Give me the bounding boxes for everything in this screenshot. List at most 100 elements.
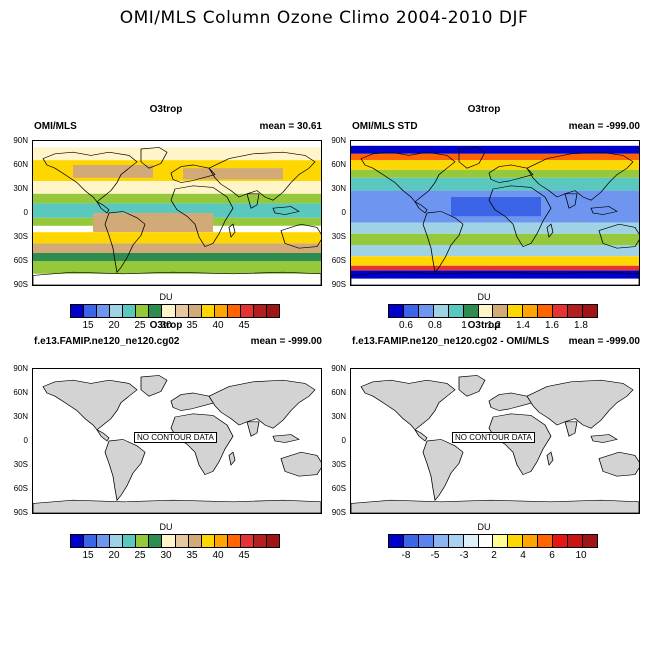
colorbar-swatch bbox=[389, 535, 404, 547]
panel-left-label: f.e13.FAMIP.ne120_ne120.cg02 - OMI/MLS bbox=[352, 336, 550, 347]
panel-title: O3trop bbox=[467, 320, 501, 331]
colorbar-tick-label: 20 bbox=[108, 550, 120, 561]
colorbar-swatch bbox=[478, 535, 494, 547]
colorbar bbox=[70, 304, 280, 318]
panel-omi-mls-std: O3trop OMI/MLS STD mean = -999.00 90N 60… bbox=[322, 104, 646, 344]
no-contour-data-label: NO CONTOUR DATA bbox=[134, 432, 217, 443]
lat-label: 60N bbox=[331, 388, 346, 397]
colorbar-title: DU bbox=[477, 292, 491, 302]
panel-title: O3trop bbox=[149, 104, 183, 115]
panel-title: O3trop bbox=[149, 320, 183, 331]
colorbar bbox=[388, 304, 598, 318]
lat-label: 30N bbox=[331, 412, 346, 421]
colorbar-swatch bbox=[253, 535, 267, 547]
colorbar-swatch bbox=[162, 305, 176, 317]
colorbar-swatch bbox=[582, 305, 597, 317]
lat-label: 30N bbox=[13, 184, 28, 193]
colorbar-swatch bbox=[71, 535, 85, 547]
figure-title: OMI/MLS Column Ozone Climo 2004-2010 DJF bbox=[119, 8, 529, 28]
lat-label: 90N bbox=[13, 364, 28, 373]
colorbar-tick-label: -3 bbox=[459, 550, 469, 561]
lat-label: 90S bbox=[13, 508, 28, 517]
colorbar-tick-label: 1.4 bbox=[516, 320, 530, 331]
colorbar-swatch bbox=[123, 305, 137, 317]
panel-omi-mls: O3trop OMI/MLS mean = 30.61 90N 60N 30N … bbox=[4, 104, 328, 344]
colorbar-tick-label: 1 bbox=[461, 320, 467, 331]
colorbar-swatch bbox=[568, 535, 583, 547]
colorbar-swatch bbox=[201, 535, 215, 547]
colorbar-tick-label: 20 bbox=[108, 320, 120, 331]
colorbar-swatch bbox=[240, 305, 254, 317]
colorbar-tick-label: 30 bbox=[160, 320, 172, 331]
colorbar-swatch bbox=[448, 305, 464, 317]
colorbar-swatch bbox=[553, 305, 569, 317]
lat-label: 60S bbox=[13, 256, 28, 265]
lat-label: 30N bbox=[331, 184, 346, 193]
colorbar-swatch bbox=[175, 305, 189, 317]
panel-left-label: OMI/MLS STD bbox=[352, 121, 418, 132]
colorbar-swatch bbox=[568, 305, 583, 317]
colorbar-swatch bbox=[149, 305, 163, 317]
lat-label: 0 bbox=[23, 436, 28, 445]
colorbar-swatch bbox=[110, 305, 124, 317]
lat-label: 30N bbox=[13, 412, 28, 421]
lat-label: 30S bbox=[13, 460, 28, 469]
panel-mean-label: mean = -999.00 bbox=[250, 336, 322, 347]
map-omi-mls bbox=[32, 140, 322, 286]
lat-label: 30S bbox=[331, 232, 346, 241]
colorbar bbox=[388, 534, 598, 548]
colorbar-swatch bbox=[240, 535, 254, 547]
colorbar-swatch bbox=[403, 305, 419, 317]
colorbar-swatch bbox=[582, 535, 597, 547]
colorbar-swatch bbox=[493, 535, 509, 547]
lat-label: 90S bbox=[13, 280, 28, 289]
colorbar-tick-label: -5 bbox=[430, 550, 440, 561]
colorbar-tick-label: -8 bbox=[401, 550, 411, 561]
colorbar-tick-label: 10 bbox=[575, 550, 587, 561]
colorbar-swatch bbox=[110, 535, 124, 547]
colorbar-swatch bbox=[508, 535, 524, 547]
lat-label: 60N bbox=[13, 388, 28, 397]
panel-mean-label: mean = -999.00 bbox=[568, 121, 640, 132]
panel-model: O3trop f.e13.FAMIP.ne120_ne120.cg02 mean… bbox=[4, 320, 328, 576]
map-omi-mls-std bbox=[350, 140, 640, 286]
colorbar-swatch bbox=[478, 305, 494, 317]
colorbar-tick-label: 15 bbox=[82, 320, 94, 331]
colorbar-swatch bbox=[84, 305, 98, 317]
colorbar-swatch bbox=[84, 535, 98, 547]
lat-label: 30S bbox=[13, 232, 28, 241]
no-contour-data-label: NO CONTOUR DATA bbox=[452, 432, 535, 443]
lat-label: 0 bbox=[341, 208, 346, 217]
lat-label: 60N bbox=[13, 160, 28, 169]
colorbar-swatch bbox=[175, 535, 189, 547]
colorbar-swatch bbox=[553, 535, 569, 547]
colorbar-tick-label: 45 bbox=[238, 550, 250, 561]
colorbar-tick-label: 25 bbox=[134, 320, 146, 331]
colorbar-swatch bbox=[433, 535, 449, 547]
colorbar-title: DU bbox=[159, 522, 173, 532]
colorbar-tick-label: 35 bbox=[186, 550, 198, 561]
colorbar-swatch bbox=[136, 535, 150, 547]
colorbar-tick-label: 1.2 bbox=[487, 320, 501, 331]
colorbar-swatch bbox=[136, 305, 150, 317]
colorbar-swatch bbox=[523, 535, 539, 547]
panel-title: O3trop bbox=[467, 104, 501, 115]
colorbar-swatch bbox=[97, 535, 111, 547]
lat-label: 30S bbox=[331, 460, 346, 469]
lat-label: 90S bbox=[331, 280, 346, 289]
colorbar-tick-label: 0.8 bbox=[428, 320, 442, 331]
colorbar-swatch bbox=[493, 305, 509, 317]
colorbar-tick-label: 25 bbox=[134, 550, 146, 561]
colorbar-swatch bbox=[214, 305, 228, 317]
colorbar-swatch bbox=[227, 535, 241, 547]
colorbar-tick-label: 45 bbox=[238, 320, 250, 331]
colorbar-tick-label: 30 bbox=[160, 550, 172, 561]
colorbar-tick-label: 6 bbox=[549, 550, 555, 561]
colorbar-swatch bbox=[508, 305, 524, 317]
colorbar-tick-label: 40 bbox=[212, 320, 224, 331]
colorbar-swatch bbox=[523, 305, 539, 317]
colorbar-tick-label: 4 bbox=[520, 550, 526, 561]
colorbar-swatch bbox=[162, 535, 176, 547]
colorbar-swatch bbox=[227, 305, 241, 317]
colorbar-swatch bbox=[266, 535, 279, 547]
